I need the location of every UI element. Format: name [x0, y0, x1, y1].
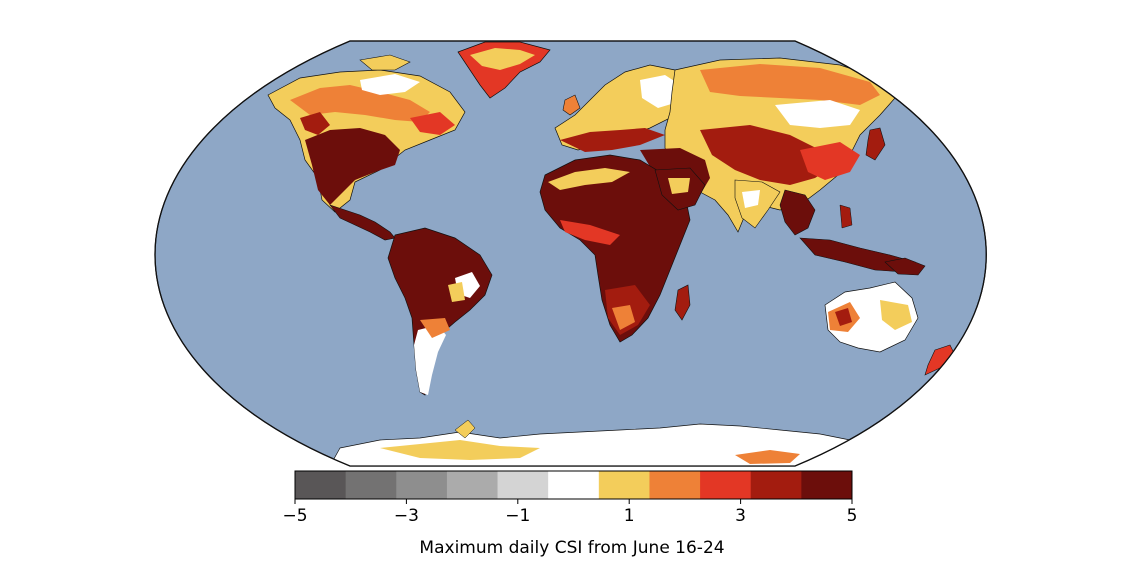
siberia-orange-band	[700, 64, 880, 105]
philippines	[839, 204, 853, 229]
colorbar-bin	[396, 471, 448, 499]
colorbar-label: Maximum daily CSI from June 16-24	[419, 538, 724, 558]
colorbar-ticks: −5 −3 −1 1 3 5	[282, 499, 857, 526]
colorbar-bin	[446, 471, 499, 499]
globe-outline	[154, 40, 987, 467]
antarctic-peninsula	[454, 419, 476, 439]
argentina-orange-patch	[420, 318, 450, 338]
colorbar-tick-label: 5	[847, 506, 858, 526]
colorbar-bin	[548, 471, 600, 499]
colorbar-tick-label: 3	[735, 506, 746, 526]
arabia-yellow-patch	[668, 178, 690, 194]
colorbar-bin	[750, 471, 802, 499]
uk-ireland	[562, 94, 581, 116]
canadian-arctic-islands	[359, 54, 411, 71]
sahara-yellow-strip	[548, 168, 630, 190]
southern-europe-red	[560, 128, 665, 152]
colorbar-tick-label: −1	[505, 506, 530, 526]
colorbar-bin	[700, 471, 752, 499]
usa-west-red	[300, 112, 330, 135]
madagascar	[674, 284, 691, 321]
southern-south-america-white	[414, 325, 446, 395]
new-guinea	[884, 257, 926, 276]
colorbar-bin	[295, 471, 347, 499]
australia-hot-patch	[835, 308, 852, 326]
australia-yellow-east	[880, 300, 912, 330]
land-layer	[267, 41, 956, 466]
colorbar-frame	[294, 470, 853, 500]
japan	[865, 127, 886, 161]
central-asia-hot	[700, 125, 835, 185]
canada-red-patch	[410, 112, 455, 135]
antarctica-yellow-coast	[380, 440, 540, 460]
north-america-orange-band	[290, 85, 430, 122]
india-white-patch	[742, 190, 760, 208]
russia-white-patch	[775, 100, 860, 128]
brazil-yellow-patch	[448, 282, 465, 302]
southern-africa-yellow	[612, 305, 635, 330]
canada-white-area	[360, 74, 420, 95]
west-africa-red	[560, 220, 620, 245]
colorbar-tick-label: 1	[624, 506, 635, 526]
north-america-hot-core	[305, 128, 400, 205]
greenland-yellow-patches	[470, 48, 535, 70]
southeast-asia-hot	[779, 189, 816, 236]
colorbar	[294, 470, 853, 500]
colorbar-bin	[649, 471, 701, 499]
colorbar-bin	[598, 471, 650, 499]
colorbar-tick-label: −3	[394, 506, 419, 526]
colorbar-bin	[345, 471, 397, 499]
australia-landmass	[824, 281, 919, 353]
colorbar-tick-label: −5	[282, 506, 307, 526]
colorbar-bin	[801, 471, 853, 499]
antarctica-orange-spot	[735, 450, 800, 464]
colorbar-bin	[497, 471, 549, 499]
china-orange	[800, 142, 860, 180]
